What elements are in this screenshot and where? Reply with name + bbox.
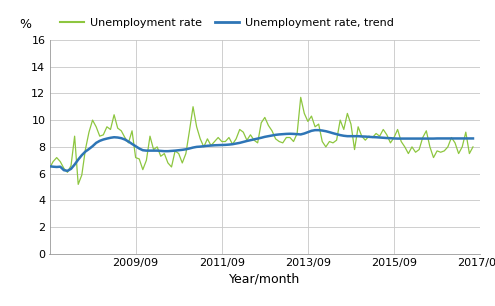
Legend: Unemployment rate, Unemployment rate, trend: Unemployment rate, Unemployment rate, tr… <box>55 13 398 32</box>
X-axis label: Year/month: Year/month <box>229 272 300 285</box>
Text: %: % <box>19 18 31 31</box>
